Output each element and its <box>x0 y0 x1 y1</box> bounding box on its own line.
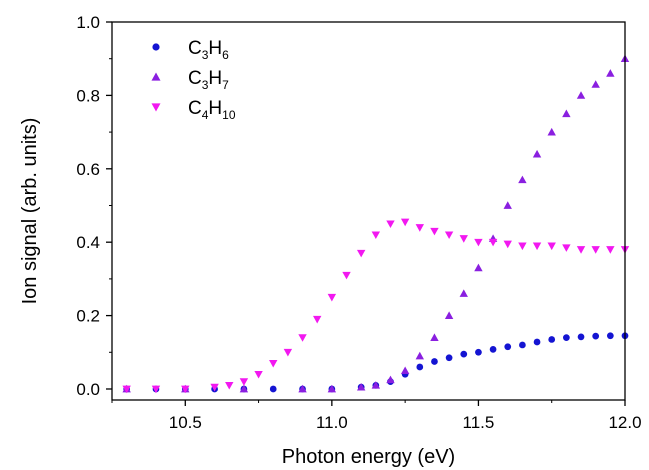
data-point <box>313 315 322 324</box>
data-point <box>239 378 249 386</box>
data-point <box>386 220 395 229</box>
data-point <box>225 381 234 390</box>
data-point <box>504 343 512 351</box>
data-point <box>356 382 366 391</box>
legend-item: C3H6 <box>152 38 229 62</box>
data-point <box>283 348 293 357</box>
data-point <box>430 333 439 341</box>
y-tick-label: 0.6 <box>76 160 100 179</box>
data-point <box>356 249 366 258</box>
data-point <box>416 363 424 371</box>
data-point <box>488 238 498 247</box>
legend-marker <box>151 103 161 112</box>
data-point <box>577 333 585 341</box>
x-tick-label: 10.5 <box>169 413 202 432</box>
data-point <box>430 227 439 236</box>
data-point <box>475 348 482 356</box>
legend-marker <box>152 43 160 51</box>
legend-label: C3H6 <box>188 38 229 62</box>
data-point <box>342 271 351 280</box>
data-point <box>459 235 468 243</box>
y-axis-title: Ion signal (arb. units) <box>19 118 41 305</box>
data-point <box>254 370 263 379</box>
data-point <box>518 242 527 251</box>
series-c4h10 <box>122 218 630 394</box>
data-point <box>563 334 570 341</box>
data-point <box>606 69 615 77</box>
x-tick-label: 11.5 <box>463 413 495 432</box>
data-point <box>533 338 541 346</box>
y-tick-label: 0.2 <box>76 307 100 326</box>
data-point <box>415 224 424 232</box>
data-point <box>562 109 571 118</box>
data-point <box>474 238 483 247</box>
data-point <box>298 384 307 393</box>
x-tick-label: 12.0 <box>608 413 641 432</box>
legend-label: C3H7 <box>188 68 229 92</box>
y-tick-label: 0.8 <box>76 86 100 105</box>
data-point <box>239 384 249 393</box>
data-point <box>547 127 556 136</box>
x-tick-label: 11.0 <box>316 413 348 432</box>
data-point <box>400 366 410 375</box>
legend-label: C4H10 <box>188 98 236 122</box>
data-point <box>503 201 512 209</box>
data-point <box>548 336 556 343</box>
plot-marks <box>122 54 630 394</box>
data-point <box>269 359 278 368</box>
data-point <box>400 218 410 227</box>
data-point <box>606 332 614 340</box>
y-tick-label: 1.0 <box>76 13 100 32</box>
data-point <box>474 263 483 272</box>
data-point <box>151 385 161 394</box>
axes: 10.5 11.0 11.5 12.0 0.0 0.2 0.4 0.6 0.8 1.0 <box>76 13 641 432</box>
data-point <box>503 240 512 249</box>
data-point <box>371 381 381 389</box>
data-point <box>459 289 468 297</box>
data-point <box>431 358 438 365</box>
legend-item: C3H7 <box>151 68 229 92</box>
data-point <box>562 244 571 252</box>
legend: C3H6 C3H7 C4H10 <box>151 38 236 122</box>
data-point <box>444 311 454 319</box>
data-point <box>591 80 600 88</box>
data-point <box>519 341 526 349</box>
data-point <box>122 385 131 394</box>
data-point <box>327 384 337 393</box>
data-point <box>592 332 600 340</box>
data-point <box>386 375 395 384</box>
y-tick-label: 0.4 <box>76 233 100 252</box>
data-point <box>518 175 527 184</box>
legend-marker <box>151 72 161 81</box>
data-point <box>547 242 556 251</box>
plot-frame <box>111 21 626 401</box>
data-point <box>444 231 454 240</box>
data-point <box>460 350 468 358</box>
data-point <box>576 91 586 99</box>
data-point <box>327 293 337 302</box>
data-point <box>532 242 542 251</box>
data-point <box>532 149 542 158</box>
data-point <box>298 334 307 342</box>
data-point <box>445 354 453 362</box>
data-point <box>606 246 615 254</box>
data-point <box>181 385 190 394</box>
x-axis-title: Photon energy (eV) <box>282 446 455 468</box>
data-point <box>371 231 381 240</box>
y-tick-label: 0.0 <box>76 380 100 399</box>
data-point <box>591 246 600 254</box>
data-point <box>576 246 586 254</box>
data-point <box>415 351 424 360</box>
legend-item: C4H10 <box>151 98 236 122</box>
data-point <box>269 385 277 393</box>
data-point <box>210 383 219 392</box>
data-point <box>489 345 497 353</box>
